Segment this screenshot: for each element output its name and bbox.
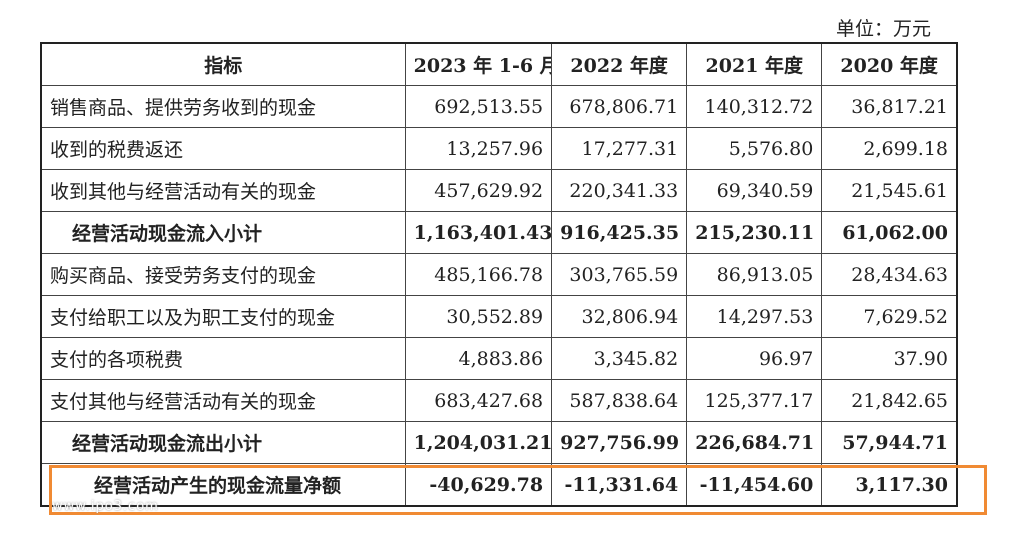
row-label: 经营活动现金流入小计 xyxy=(40,211,406,254)
row-value: 5,576.80 xyxy=(686,127,823,170)
table-row: 收到的税费返还 13,257.96 17,277.31 5,576.80 2,699.1… xyxy=(40,127,958,170)
row-value: 86,913.05 xyxy=(686,253,823,296)
row-label: 经营活动产生的现金流量净额 xyxy=(40,463,406,507)
row-value: 692,513.55 xyxy=(404,85,553,128)
row-value: 303,765.59 xyxy=(551,253,688,296)
row-value: 140,312.72 xyxy=(686,85,823,128)
row-label: 收到其他与经营活动有关的现金 xyxy=(40,169,406,212)
header-2023h1: 2023 年 1-6 月 xyxy=(404,42,553,86)
row-value: 587,838.64 xyxy=(551,379,688,422)
row-value: 96.97 xyxy=(686,337,823,380)
row-value: 4,883.86 xyxy=(404,337,553,380)
row-label: 支付的各项税费 xyxy=(40,337,406,380)
table-row: 支付的各项税费 4,883.86 3,345.82 96.97 37.90 xyxy=(40,337,958,380)
row-value: -11,454.60 xyxy=(686,463,823,507)
row-value: 3,117.30 xyxy=(821,463,958,507)
row-value: 13,257.96 xyxy=(404,127,553,170)
watermark-text: www.ipo3.com xyxy=(52,499,159,514)
row-value: 1,163,401.43 xyxy=(404,211,553,254)
row-value: 683,427.68 xyxy=(404,379,553,422)
row-label: 支付给职工以及为职工支付的现金 xyxy=(40,295,406,338)
row-value: 125,377.17 xyxy=(686,379,823,422)
row-label: 销售商品、提供劳务收到的现金 xyxy=(40,85,406,128)
row-value: 215,230.11 xyxy=(686,211,823,254)
row-value: 3,345.82 xyxy=(551,337,688,380)
row-label: 经营活动现金流出小计 xyxy=(40,421,406,464)
row-value: 28,434.63 xyxy=(821,253,958,296)
table-row: 销售商品、提供劳务收到的现金 692,513.55 678,806.71 140,31… xyxy=(40,85,958,128)
row-value: 7,629.52 xyxy=(821,295,958,338)
table-row: 经营活动现金流出小计 1,204,031.21 927,756.99 226,684.… xyxy=(40,421,958,464)
cash-flow-table: 指标 2023 年 1-6 月 2022 年度 2021 年度 2020 年度 … xyxy=(40,42,958,507)
table-row: 购买商品、接受劳务支付的现金 485,166.78 303,765.59 86,913… xyxy=(40,253,958,296)
row-value: 14,297.53 xyxy=(686,295,823,338)
row-value: -40,629.78 xyxy=(404,463,553,507)
row-value: 678,806.71 xyxy=(551,85,688,128)
header-2020: 2020 年度 xyxy=(821,42,958,86)
table-row: 收到其他与经营活动有关的现金 457,629.92 220,341.33 69,340… xyxy=(40,169,958,212)
row-value: 36,817.21 xyxy=(821,85,958,128)
row-value: -11,331.64 xyxy=(551,463,688,507)
row-value: 57,944.71 xyxy=(821,421,958,464)
row-label: 收到的税费返还 xyxy=(40,127,406,170)
row-value: 21,842.65 xyxy=(821,379,958,422)
row-value: 927,756.99 xyxy=(551,421,688,464)
table-body: 销售商品、提供劳务收到的现金 692,513.55 678,806.71 140,31… xyxy=(40,85,958,507)
row-value: 457,629.92 xyxy=(404,169,553,212)
table-row: 支付给职工以及为职工支付的现金 30,552.89 32,806.94 14,297.… xyxy=(40,295,958,338)
header-indicator: 指标 xyxy=(40,42,406,86)
row-value: 32,806.94 xyxy=(551,295,688,338)
row-value: 69,340.59 xyxy=(686,169,823,212)
row-value: 37.90 xyxy=(821,337,958,380)
row-value: 17,277.31 xyxy=(551,127,688,170)
row-value: 30,552.89 xyxy=(404,295,553,338)
row-label: 购买商品、接受劳务支付的现金 xyxy=(40,253,406,296)
row-value: 21,545.61 xyxy=(821,169,958,212)
row-value: 220,341.33 xyxy=(551,169,688,212)
row-label: 支付其他与经营活动有关的现金 xyxy=(40,379,406,422)
header-row: 指标 2023 年 1-6 月 2022 年度 2021 年度 2020 年度 xyxy=(40,42,958,86)
row-value: 226,684.71 xyxy=(686,421,823,464)
table-row: 经营活动现金流入小计 1,163,401.43 916,425.35 215,230.… xyxy=(40,211,958,254)
row-value: 916,425.35 xyxy=(551,211,688,254)
row-value: 2,699.18 xyxy=(821,127,958,170)
table-row: 支付其他与经营活动有关的现金 683,427.68 587,838.64 125,37… xyxy=(40,379,958,422)
unit-label: 单位：万元 xyxy=(835,18,931,40)
row-value: 61,062.00 xyxy=(821,211,958,254)
row-value: 485,166.78 xyxy=(404,253,553,296)
header-2022: 2022 年度 xyxy=(551,42,688,86)
table-row: 经营活动产生的现金流量净额 -40,629.78 -11,331.64 -11,454… xyxy=(40,463,958,507)
row-value: 1,204,031.21 xyxy=(404,421,553,464)
header-2021: 2021 年度 xyxy=(686,42,823,86)
